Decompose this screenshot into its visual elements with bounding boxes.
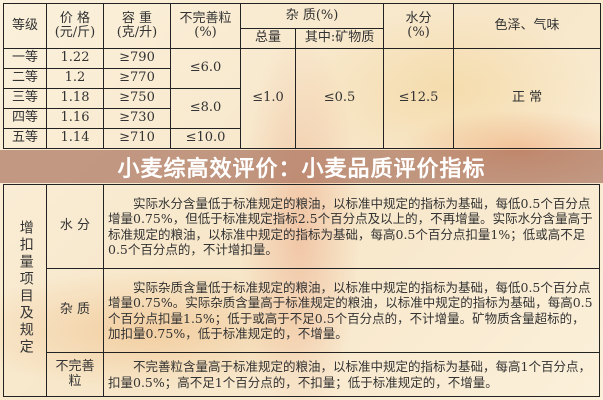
wheat-quality-table: 等级 价 格 (元/斤) 容 重 (克/升) 不完善粒 (%) 杂 质(%) 水…: [3, 3, 602, 149]
title-banner: 小麦综高效评价：小麦品质评价指标: [0, 150, 603, 183]
grade-cell: 四等: [3, 108, 47, 129]
header-grade: 等级: [3, 3, 47, 49]
rule-row: 不完善粒 不完善粒含量高于标准规定的粮油，以标准中规定的指标为基础，每高1个百分…: [4, 352, 600, 397]
rule-label: 不完善粒: [46, 352, 104, 397]
rules-table: 增扣量项目及规定 水 分 实际水分含量低于标准规定的粮油，以标准中规定的指标为基…: [3, 183, 600, 397]
header-color-smell: 色泽、气味: [453, 3, 602, 49]
rules-group-text: 增扣量项目及规定: [17, 220, 34, 357]
rule-label: 杂 质: [46, 268, 104, 354]
impurity-total-cell: ≤1.0: [240, 48, 296, 149]
rule-text: 实际杂质含量低于标准规定的粮油，以标准中规定的指标为基础，每低0.5个百分点增量…: [103, 268, 600, 354]
rules-group-label: 增扣量项目及规定: [3, 184, 47, 397]
density-cell: ≥750: [103, 88, 171, 109]
header-price: 价 格 (元/斤): [46, 3, 104, 49]
density-cell: ≥790: [103, 48, 171, 69]
banner-title: 小麦综高效评价：小麦品质评价指标: [117, 156, 486, 182]
table-row: 五等 1.14 ≥710 ≤10.0: [3, 128, 601, 149]
grade-cell: 二等: [3, 68, 47, 89]
header-moisture: 水分 (%): [383, 3, 455, 49]
imperfect-cell: ≤10.0: [170, 128, 241, 149]
rule-row: 杂 质 实际杂质含量低于标准规定的粮油，以标准中规定的指标为基础，每低0.5个百…: [4, 268, 600, 354]
table-row: 一等 1.22 ≥790 ≤6.0 ≤1.0 ≤0.5 ≤12.5 正 常: [3, 48, 602, 149]
table-row: 四等 1.16 ≥730: [3, 108, 601, 129]
density-cell: ≥770: [103, 68, 171, 89]
grade-cell: 三等: [3, 88, 47, 109]
imperfect-cell: ≤8.0: [170, 88, 241, 129]
imperfect-cell: ≤6.0: [170, 48, 241, 89]
header-impurity-mineral: 其中:矿物质: [294, 28, 385, 49]
grade-cell: 五等: [3, 128, 47, 149]
moisture-cell: ≤12.5: [383, 48, 455, 149]
price-cell: 1.14: [46, 128, 104, 149]
price-cell: 1.18: [46, 88, 104, 109]
price-cell: 1.2: [46, 68, 104, 89]
header-impurity-total: 总量: [240, 28, 296, 49]
impurity-mineral-cell: ≤0.5: [294, 48, 385, 149]
header-impurity: 杂 质(%): [239, 3, 385, 29]
grade-cell: 一等: [3, 48, 47, 69]
rule-text: 实际水分含量低于标准规定的粮油，以标准中规定的指标为基础，每低0.5个百分点增量…: [103, 183, 600, 270]
rule-row: 增扣量项目及规定 水 分 实际水分含量低于标准规定的粮油，以标准中规定的指标为基…: [3, 183, 600, 397]
rule-text: 不完善粒含量高于标准规定的粮油，以标准中规定的指标为基础，每高1个百分点，扣量0…: [103, 352, 600, 397]
density-cell: ≥710: [103, 128, 171, 149]
color-smell-cell: 正 常: [453, 48, 602, 149]
header-imperfect: 不完善粒 (%): [170, 3, 241, 49]
price-cell: 1.16: [46, 108, 104, 129]
header-density: 容 重 (克/升): [103, 3, 171, 49]
price-cell: 1.22: [46, 48, 104, 69]
rule-label: 水 分: [46, 183, 104, 270]
density-cell: ≥730: [103, 108, 171, 129]
